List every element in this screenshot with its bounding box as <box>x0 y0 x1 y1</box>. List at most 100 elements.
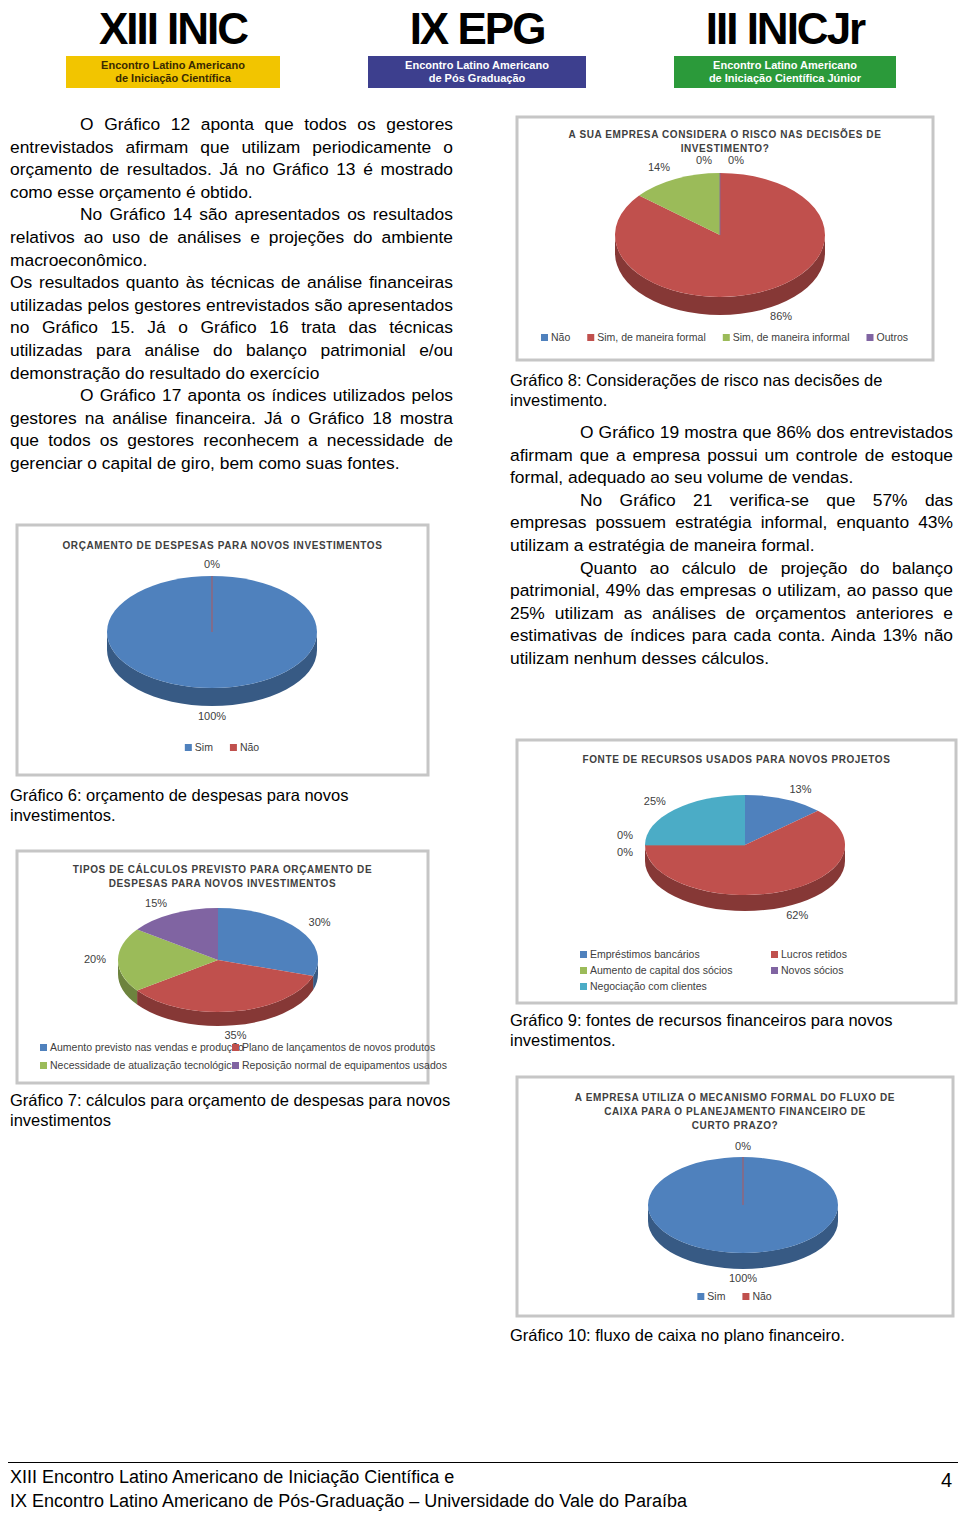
pie-chart: A EMPRESA UTILIZA O MECANISMO FORMAL DO … <box>517 1077 953 1316</box>
data-label: 25% <box>644 795 666 807</box>
chart-title-line: A EMPRESA UTILIZA O MECANISMO FORMAL DO … <box>575 1092 895 1103</box>
footer-line: XIII Encontro Latino Americano de Inicia… <box>10 1466 454 1488</box>
legend-swatch <box>40 1044 47 1051</box>
pie-slices <box>107 576 317 688</box>
logo-subtitle: Encontro Latino Americano <box>368 59 586 72</box>
chart-title: TIPOS DE CÁLCULOS PREVISTO PARA ORÇAMENT… <box>73 863 372 889</box>
chart-frame <box>517 117 933 360</box>
legend-swatch <box>771 951 778 958</box>
data-label: 0% <box>696 154 712 166</box>
legend-entry: Não <box>240 741 259 753</box>
chart-title: A SUA EMPRESA CONSIDERA O RISCO NAS DECI… <box>569 128 882 154</box>
legend-entry: Não <box>551 331 570 343</box>
legend-entry: Aumento previsto nas vendas e produção <box>50 1041 244 1053</box>
chart-title: A EMPRESA UTILIZA O MECANISMO FORMAL DO … <box>575 1092 895 1131</box>
chart-title-line: ORÇAMENTO DE DESPESAS PARA NOVOS INVESTI… <box>62 540 382 551</box>
chart-frame <box>517 1077 953 1316</box>
legend-swatch <box>580 951 587 958</box>
charts-layer: ORÇAMENTO DE DESPESAS PARA NOVOS INVESTI… <box>0 0 960 1514</box>
logo-band: Encontro Latino Americanode Pós Graduaçã… <box>368 56 586 88</box>
paragraph: No Gráfico 14 são apresentados os result… <box>10 203 453 271</box>
pie-slice <box>107 576 317 688</box>
pie-chart: FONTE DE RECURSOS USADOS PARA NOVOS PROJ… <box>517 740 956 1003</box>
pie-slices <box>645 795 845 895</box>
chart-title-line: CURTO PRAZO? <box>692 1120 778 1131</box>
figure-caption: Gráfico 10: fluxo de caixa no plano fina… <box>510 1325 953 1345</box>
data-label: 0% <box>617 829 633 841</box>
legend-entry: Plano de lançamentos de novos produtos <box>242 1041 435 1053</box>
legend-swatch <box>541 334 548 341</box>
page-number: 4 <box>941 1468 952 1492</box>
legend: Aumento previsto nas vendas e produçãoPl… <box>40 1041 447 1071</box>
pie-chart: ORÇAMENTO DE DESPESAS PARA NOVOS INVESTI… <box>17 525 428 775</box>
data-label: 30% <box>309 916 331 928</box>
data-label: 13% <box>789 783 811 795</box>
chart-frame <box>517 740 956 1003</box>
logo-subtitle: Encontro Latino Americano <box>66 59 280 72</box>
legend-swatch <box>771 967 778 974</box>
data-label: 100% <box>729 1272 757 1284</box>
legend-swatch <box>723 334 730 341</box>
data-label: 0% <box>617 846 633 858</box>
data-label: 15% <box>145 897 167 909</box>
legend-entry: Empréstimos bancários <box>590 948 700 960</box>
legend-entry: Novos sócios <box>781 964 843 976</box>
chart-title-line: A SUA EMPRESA CONSIDERA O RISCO NAS DECI… <box>569 128 882 140</box>
pie-chart: A SUA EMPRESA CONSIDERA O RISCO NAS DECI… <box>517 117 933 360</box>
data-label: 0% <box>204 558 220 570</box>
pie-slice <box>648 1157 838 1253</box>
data-label: 35% <box>225 1029 247 1041</box>
legend-entry: Sim <box>195 741 213 753</box>
chart-title: FONTE DE RECURSOS USADOS PARA NOVOS PROJ… <box>583 754 891 765</box>
chart-frame <box>17 525 428 775</box>
data-label: 0% <box>728 154 744 166</box>
data-label: 14% <box>648 161 670 173</box>
legend-entry: Necessidade de atualização tecnológica <box>50 1059 238 1071</box>
logo-subtitle: de Pós Graduação <box>368 72 586 85</box>
legend-swatch <box>580 983 587 990</box>
chart-title-line: DESPESAS PARA NOVOS INVESTIMENTOS <box>109 878 336 889</box>
legend: Sim Não <box>185 741 260 753</box>
chart-title-line: INVESTIMENTO? <box>681 143 770 154</box>
logo-name: IX EPG <box>368 2 586 56</box>
paragraph: O Gráfico 19 mostra que 86% dos entrevis… <box>510 421 953 489</box>
figure-caption: Gráfico 8: Considerações de risco nas de… <box>510 370 953 410</box>
pie-slices <box>615 173 825 297</box>
logo-name: III INICJr <box>674 2 896 56</box>
legend-entry: Reposição normal de equipamentos usados <box>242 1059 447 1071</box>
legend-swatch <box>697 1293 704 1300</box>
text-column: O Gráfico 12 aponta que todos os gestore… <box>10 113 453 475</box>
legend-swatch <box>185 744 192 751</box>
figure-caption: Gráfico 9: fontes de recursos financeiro… <box>510 1010 953 1050</box>
legend-entry: Sim <box>707 1290 725 1302</box>
data-label: 20% <box>84 953 106 965</box>
legend-swatch <box>230 744 237 751</box>
pie-slice <box>212 576 213 632</box>
text-column: O Gráfico 19 mostra que 86% dos entrevis… <box>510 421 953 670</box>
chart-title-line: CAIXA PARA O PLANEJAMENTO FINANCEIRO DE <box>604 1106 866 1117</box>
logo-subtitle: de Iniciação Científica <box>66 72 280 85</box>
logo-subtitle: de Iniciação Científica Júnior <box>674 72 896 85</box>
logo: XIII INIC Encontro Latino Americanode Ini… <box>66 2 280 88</box>
data-label: 0% <box>735 1140 751 1152</box>
chart-title-line: FONTE DE RECURSOS USADOS PARA NOVOS PROJ… <box>583 754 891 765</box>
legend-swatch <box>232 1062 239 1069</box>
legend-entry: Negociação com clientes <box>590 980 707 992</box>
footer-rule <box>8 1462 958 1463</box>
legend: NãoSim, de maneira formalSim, de maneira… <box>541 331 908 343</box>
chart-title: ORÇAMENTO DE DESPESAS PARA NOVOS INVESTI… <box>62 540 382 551</box>
logo-name: XIII INIC <box>66 2 280 56</box>
legend-entry: Lucros retidos <box>781 948 847 960</box>
footer-line: IX Encontro Latino Americano de Pós-Grad… <box>10 1490 687 1512</box>
logo: IX EPGEncontro Latino Americanode Pós Gr… <box>368 2 586 88</box>
legend-swatch <box>40 1062 47 1069</box>
pie-slices <box>648 1157 838 1253</box>
pie-chart: TIPOS DE CÁLCULOS PREVISTO PARA ORÇAMENT… <box>17 851 447 1083</box>
pie-slice <box>720 173 721 235</box>
legend-entry: Aumento de capital dos sócios <box>590 964 732 976</box>
paragraph: Quanto ao cálculo de projeção do balanço… <box>510 557 953 670</box>
data-label: 100% <box>198 710 226 722</box>
legend-entry: Sim, de maneira formal <box>597 331 706 343</box>
figure-caption: Gráfico 7: cálculos para orçamento de de… <box>10 1090 453 1130</box>
data-label: 86% <box>770 310 792 322</box>
